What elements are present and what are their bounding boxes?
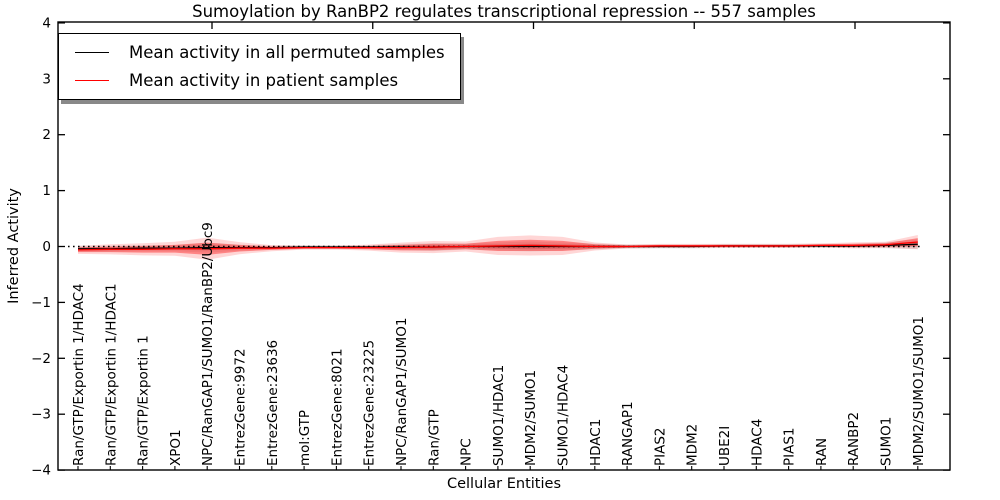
red-line-sample-icon [75, 80, 109, 81]
x-tick-label: RAN [814, 438, 830, 466]
x-tick-label: Ran/GTP/Exportin 1/HDAC4 [71, 283, 87, 466]
x-tick-label: HDAC1 [588, 419, 604, 466]
black-line-sample-icon [75, 52, 109, 53]
patient-band-outer [78, 234, 918, 260]
y-tick-label: 3 [42, 71, 51, 87]
y-tick-label: −2 [31, 351, 51, 367]
y-tick-label: −1 [31, 295, 51, 311]
x-tick-label: MDM2/SUMO1 [523, 370, 539, 466]
x-tick-label: SUMO1/HDAC4 [556, 365, 572, 466]
legend: Mean activity in all permuted samples Me… [58, 33, 461, 100]
x-tick-label: EntrezGene:8021 [329, 348, 345, 466]
x-tick-label: HDAC4 [749, 419, 765, 466]
x-tick-label: MDM2/SUMO1/SUMO1 [911, 316, 927, 466]
legend-label-permuted: Mean activity in all permuted samples [129, 43, 445, 62]
y-tick-label: 4 [42, 15, 51, 31]
x-tick-label: NPC/RanGAP1/SUMO1/RanBP2/Ubc9 [200, 222, 216, 466]
legend-item-permuted: Mean activity in all permuted samples [71, 43, 445, 62]
x-tick-label: mol:GTP [297, 410, 313, 466]
x-tick-label: NPC [459, 438, 475, 466]
x-tick-label: RANBP2 [846, 412, 862, 466]
x-tick-label: EntrezGene:9972 [233, 348, 249, 466]
legend-item-patient: Mean activity in patient samples [71, 71, 445, 90]
chart-title: Sumoylation by RanBP2 regulates transcri… [192, 2, 816, 21]
x-tick-label: Ran/GTP/Exportin 1 [136, 335, 152, 466]
legend-label-patient: Mean activity in patient samples [129, 71, 399, 90]
x-tick-label: XPO1 [168, 429, 184, 466]
x-tick-label: SUMO1/HDAC1 [491, 365, 507, 466]
x-tick-label: PIAS2 [652, 427, 668, 466]
x-tick-label: NPC/RanGAP1/SUMO1 [394, 318, 410, 466]
x-tick-label: Ran/GTP/Exportin 1/HDAC1 [103, 283, 119, 466]
x-tick-label: EntrezGene:23636 [265, 340, 281, 466]
y-tick-label: 1 [42, 183, 51, 199]
x-tick-label: PIAS1 [782, 427, 798, 466]
y-tick-label: −4 [31, 463, 51, 479]
y-tick-label: 2 [42, 127, 51, 143]
patient-mean-line [77, 241, 918, 251]
x-tick-label: Ran/GTP [426, 409, 442, 466]
x-tick-label: RANGAP1 [620, 401, 636, 466]
y-tick-label: 0 [42, 239, 51, 255]
x-tick-label: MDM2 [685, 424, 701, 466]
x-axis-label: Cellular Entities [446, 476, 562, 492]
x-tick-label: SUMO1 [879, 417, 895, 466]
x-tick-label: EntrezGene:23225 [362, 340, 378, 466]
y-tick-label: −3 [31, 407, 51, 423]
y-axis-label: Inferred Activity [6, 188, 22, 304]
x-tick-label: UBE2I [717, 426, 733, 466]
